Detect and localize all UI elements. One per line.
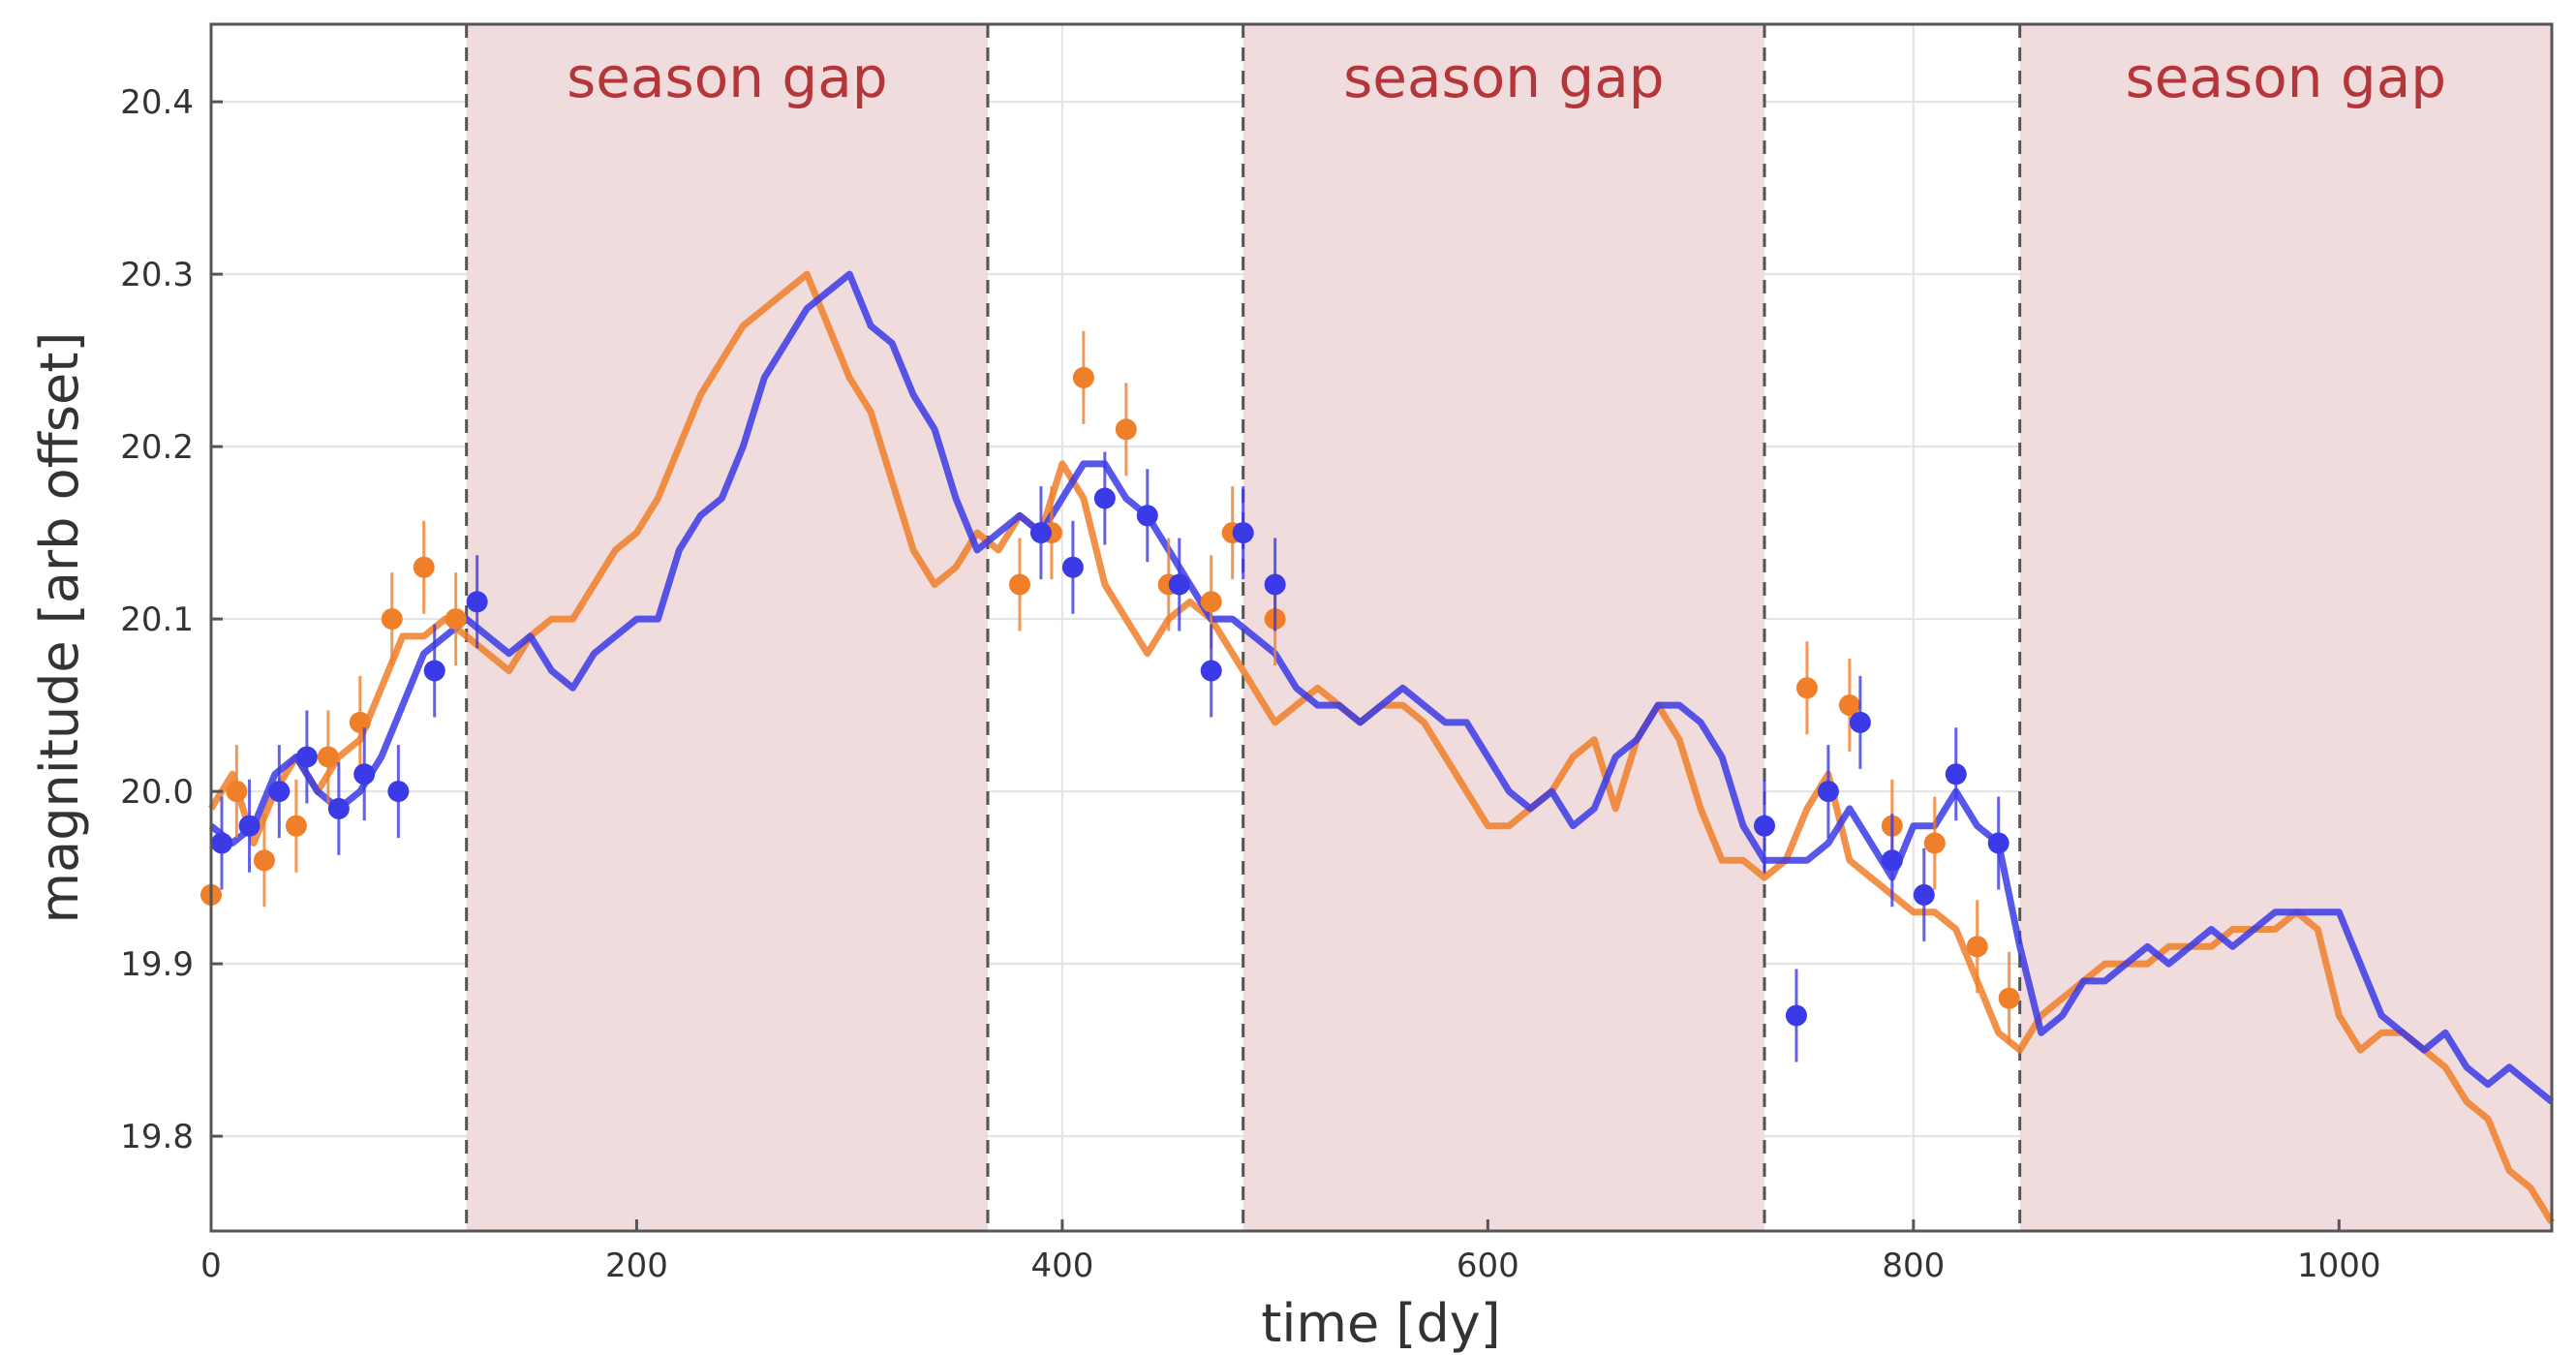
data-point [1061, 556, 1084, 578]
data-point [1136, 505, 1158, 527]
data-point [413, 556, 435, 578]
data-point [1029, 522, 1052, 544]
y-tick-label: 20.4 [120, 83, 194, 122]
data-point [226, 781, 248, 803]
data-point [1795, 677, 1818, 699]
x-tick-label: 400 [1030, 1247, 1093, 1285]
data-point [268, 781, 291, 803]
data-point [1200, 660, 1222, 682]
data-point [1838, 694, 1860, 717]
x-tick-label: 1000 [2297, 1247, 2381, 1285]
y-axis-label: magnitude [arb offset] [29, 332, 90, 924]
season-gap-band [466, 24, 989, 1231]
data-point [1008, 573, 1030, 596]
data-point [1168, 573, 1190, 596]
data-point [1232, 522, 1254, 544]
data-point [1115, 418, 1137, 441]
season-gap-label: season gap [567, 45, 888, 110]
data-point [1817, 781, 1839, 803]
data-point [1072, 366, 1094, 388]
data-point [1849, 711, 1871, 733]
data-point [253, 849, 275, 872]
season-gap-label: season gap [1343, 45, 1665, 110]
data-point [1881, 849, 1903, 872]
season-gap-regions: season gap season gap season gap [465, 24, 2552, 1231]
y-tick-label: 20.0 [120, 773, 194, 812]
y-tick-label: 20.1 [120, 601, 194, 639]
data-point [1754, 815, 1776, 837]
series-line [208, 270, 2555, 1105]
data-point [1966, 936, 1988, 958]
data-point [445, 608, 467, 631]
y-tick-label: 20.2 [120, 428, 194, 467]
data-point [1998, 987, 2020, 1009]
data-point [423, 660, 445, 682]
data-point [1987, 832, 2009, 854]
data-point [1200, 591, 1222, 613]
season-gap-band [1242, 24, 1765, 1231]
data-point [1093, 487, 1116, 509]
data-point [238, 815, 261, 837]
data-point [466, 591, 488, 613]
data-point [285, 815, 307, 837]
y-tick-label: 19.9 [120, 945, 194, 984]
y-tick-label: 19.8 [120, 1118, 194, 1156]
season-gap-band [2019, 24, 2552, 1231]
x-tick-label: 200 [605, 1247, 668, 1285]
x-tick-label: 0 [200, 1247, 222, 1285]
data-point [295, 746, 318, 768]
data-point [1923, 832, 1946, 854]
x-axis-ticks: 0 200 400 600 800 1000 [200, 1219, 2381, 1285]
x-axis-label: time [dy] [1261, 1293, 1501, 1354]
data-point [1913, 883, 1935, 906]
season-gap-label: season gap [2126, 45, 2447, 110]
x-tick-label: 800 [1882, 1247, 1945, 1285]
data-point [353, 763, 376, 785]
x-tick-label: 600 [1457, 1247, 1519, 1285]
y-tick-label: 20.3 [120, 256, 194, 294]
data-point [1264, 573, 1286, 596]
data-point [387, 781, 410, 803]
data-point [381, 608, 403, 631]
data-point [327, 797, 350, 819]
data-point [349, 711, 371, 733]
data-point [317, 746, 339, 768]
y-axis-ticks: 19.8 19.9 20.0 20.1 20.2 20.3 20.4 [120, 83, 223, 1156]
data-point [1785, 1004, 1807, 1027]
plot-frame [209, 22, 2554, 1233]
data-point [1945, 763, 1967, 785]
data-point [210, 832, 232, 854]
